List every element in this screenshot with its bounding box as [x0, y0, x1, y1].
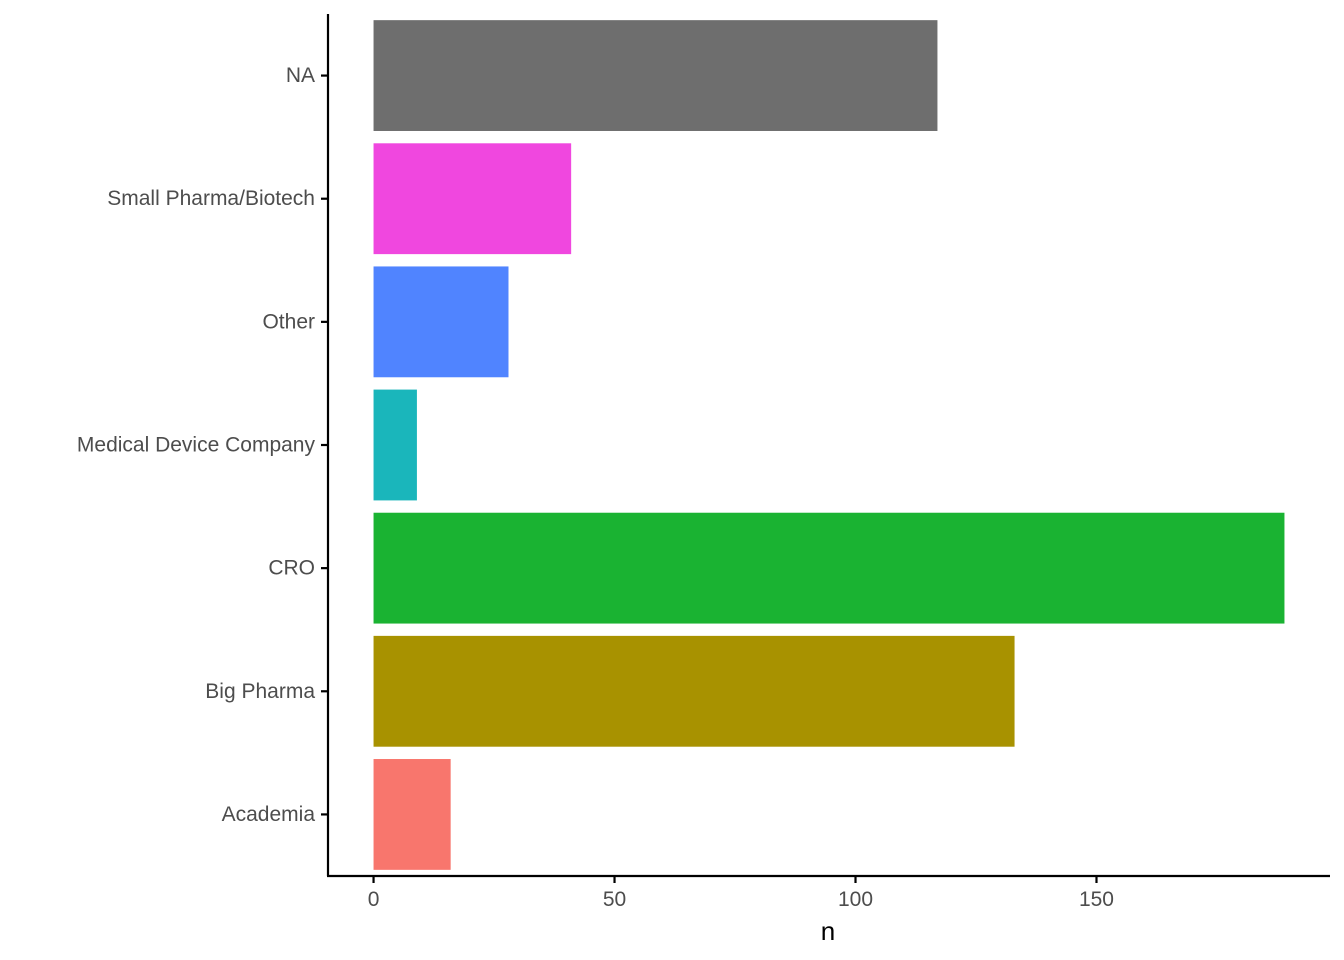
- y-tick-label: Small Pharma/Biotech: [107, 187, 315, 210]
- x-tick-label: 150: [1079, 888, 1114, 911]
- bar-cro: [373, 512, 1285, 624]
- bar-academia: [373, 759, 451, 870]
- bar-na: [373, 20, 938, 131]
- x-tick-label: 50: [603, 888, 626, 911]
- x-tick-label: 100: [838, 888, 873, 911]
- y-tick-label: Academia: [222, 803, 316, 826]
- y-tick-label: Other: [262, 310, 315, 333]
- y-tick-label: Medical Device Company: [77, 434, 316, 457]
- bar-other: [373, 266, 509, 378]
- bar-small-pharma-biotech: [373, 143, 572, 255]
- y-tick-label: CRO: [268, 557, 315, 580]
- bar-big-pharma: [373, 635, 1015, 747]
- bar-medical-device-company: [373, 389, 417, 501]
- x-axis-title: n: [821, 916, 835, 946]
- y-tick-label: NA: [286, 64, 315, 87]
- bars-layer: [373, 20, 1285, 870]
- x-tick-label: 0: [368, 888, 380, 911]
- x-ticks-layer: 0 50 100 150: [368, 876, 1114, 911]
- y-ticks-layer: Academia Big Pharma CRO Medical Device Comp…: [77, 64, 328, 826]
- y-tick-label: Big Pharma: [205, 680, 315, 703]
